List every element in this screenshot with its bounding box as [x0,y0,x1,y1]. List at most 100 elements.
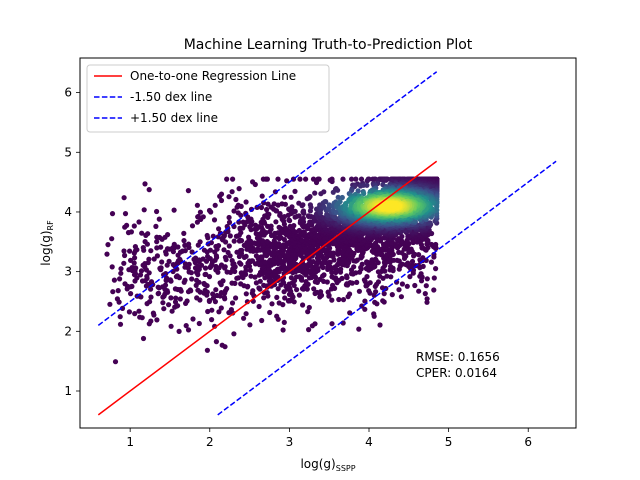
data-point [226,194,232,200]
data-point [147,299,153,305]
data-point [212,202,218,208]
data-point [224,286,230,292]
data-point [221,247,227,253]
data-point [311,286,317,292]
data-point [241,315,247,321]
x-axis-label-main: log(g) [300,457,335,471]
data-point [155,284,161,290]
data-point [236,186,242,192]
data-point [121,248,127,254]
data-point [248,273,254,279]
y-tick-label: 3 [64,265,72,279]
data-point [231,331,237,337]
data-point [218,262,225,268]
data-point [259,225,265,231]
data-point [259,193,265,199]
data-point [358,183,364,189]
data-point [218,305,224,311]
data-point [248,216,254,222]
data-point [364,178,370,184]
data-point [404,283,410,289]
data-point [112,359,119,365]
data-point [377,322,383,328]
data-point [142,239,148,245]
data-point [208,209,214,215]
data-point [166,258,172,264]
data-point [282,225,288,231]
data-point [166,302,172,308]
data-point [331,250,337,256]
data-point [230,176,236,182]
data-point [336,296,342,303]
data-point [267,309,273,316]
data-point [162,282,169,288]
data-point [300,202,306,208]
data-point [109,236,115,242]
data-point [331,213,337,219]
data-point [418,271,424,277]
data-point [275,176,281,182]
data-point [306,195,312,201]
data-point [429,241,435,248]
data-point [256,303,262,310]
data-point [301,229,307,235]
data-point [128,229,134,235]
data-point [409,258,416,265]
data-point [353,270,359,276]
data-point [148,248,154,254]
data-point [227,233,233,239]
data-point [200,214,206,220]
data-point [237,260,243,266]
data-point [186,241,192,247]
data-point [347,291,353,297]
data-point [184,298,190,304]
data-point [291,223,297,229]
data-point [201,280,207,287]
data-point [117,276,123,282]
data-point [330,282,336,288]
data-point [150,310,156,316]
data-point [186,261,192,267]
x-tick-label: 6 [524,435,532,449]
data-point [126,309,132,315]
data-point [197,209,203,215]
data-point [245,283,251,289]
data-point [208,240,214,246]
data-point [209,317,215,323]
data-point [148,279,155,285]
data-point [107,301,113,307]
data-point [161,306,167,312]
data-point [296,292,302,298]
data-point [221,294,227,300]
data-point [132,244,138,250]
data-point [185,327,192,333]
data-point [121,260,127,266]
data-point [238,270,244,276]
x-tick-label: 2 [206,435,214,449]
data-point [424,296,430,302]
data-point [313,278,319,285]
data-point [131,223,137,229]
data-point [206,297,212,304]
y-axis-ticks: 1 2 3 4 5 6 [64,86,80,398]
data-point [210,291,216,297]
data-point [318,289,324,295]
data-point [325,212,331,218]
data-point [356,288,362,294]
data-point [300,215,306,221]
data-point [420,263,426,269]
cper-annotation: CPER: 0.0164 [416,366,497,380]
data-point [226,243,232,249]
data-point [303,176,309,182]
data-point [185,188,191,194]
data-point [264,206,270,213]
data-point [176,328,182,334]
data-point [297,274,303,280]
data-point [136,308,142,314]
data-point [355,188,361,194]
data-point [129,283,135,289]
data-point [278,235,284,241]
data-point [139,315,145,321]
data-point [261,282,267,288]
